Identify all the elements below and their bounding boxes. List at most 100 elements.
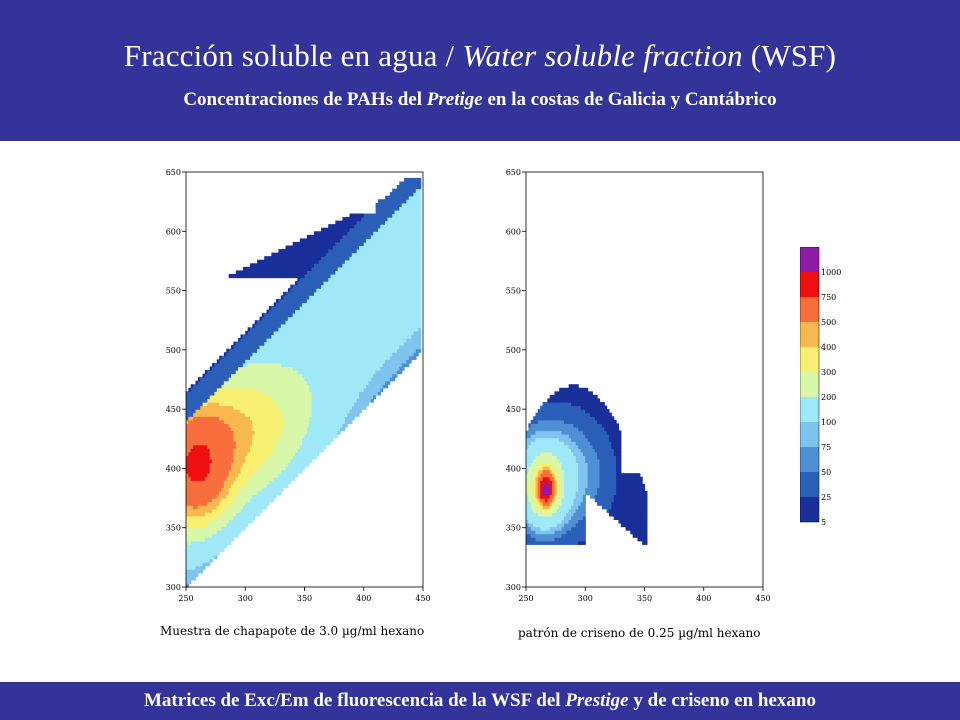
heatmap-cell (202, 473, 206, 478)
heatmap-cell (356, 348, 360, 353)
heatmap-cell (193, 384, 197, 389)
heatmap-cell (280, 466, 284, 471)
heatmap-cell (238, 466, 242, 471)
heatmap-cell (235, 273, 239, 279)
heatmap-cell (380, 298, 384, 304)
heatmap-cell (377, 227, 381, 232)
heatmap-cell (276, 451, 280, 456)
heatmap-cell (292, 416, 296, 421)
heatmap-cell (235, 423, 239, 428)
heatmap-cell (261, 345, 265, 350)
heatmap-cell (283, 380, 287, 385)
heatmap-cell (266, 391, 270, 396)
heatmap-cell (332, 273, 336, 279)
heatmap-cell (304, 327, 308, 332)
heatmap-cell (186, 419, 189, 424)
heatmap-cell (321, 366, 325, 371)
heatmap-cell (335, 384, 339, 389)
heatmap-cell (204, 377, 208, 382)
heatmap-cell (268, 426, 272, 432)
heatmap-cell (318, 288, 322, 293)
heatmap-cell (321, 241, 325, 247)
heatmap-cell (349, 412, 353, 417)
heatmap-cell (332, 423, 336, 428)
heatmap-cell (385, 355, 389, 360)
heatmap-cell (278, 366, 282, 371)
heatmap-cell (245, 473, 249, 478)
heatmap-cell (202, 565, 206, 570)
heatmap-cell (278, 387, 282, 392)
heatmap-cell (370, 391, 374, 396)
heatmap-cell (266, 451, 270, 456)
heatmap-cell (228, 515, 232, 521)
heatmap-cell (377, 288, 381, 293)
heatmap-cell (188, 530, 192, 535)
heatmap-cell (299, 355, 303, 360)
heatmap-cell (302, 377, 306, 382)
heatmap-cell (209, 494, 213, 499)
heatmap-cell (375, 323, 379, 328)
heatmap-cell (292, 423, 296, 428)
heatmap-cell (209, 473, 213, 478)
heatmap-cell (313, 281, 317, 286)
heatmap-cell (207, 501, 211, 506)
heatmap-cell (342, 338, 346, 343)
heatmap-cell (337, 238, 341, 243)
heatmap-cell (302, 241, 306, 247)
heatmap-cell (304, 270, 308, 275)
heatmap-cell (190, 508, 194, 513)
heatmap-cell (276, 444, 280, 449)
heatmap-cell (228, 366, 232, 371)
heatmap-cell (299, 316, 303, 321)
heatmap-cell (299, 245, 303, 250)
heatmap-cell (361, 231, 365, 236)
heatmap-cell (366, 316, 370, 321)
heatmap-cell (195, 455, 199, 460)
heatmap-cell (321, 259, 325, 264)
heatmap-cell (238, 515, 242, 521)
heatmap-cell (228, 498, 232, 503)
heatmap-cell (247, 437, 251, 442)
heatmap-cell (216, 405, 220, 410)
heatmap-cell (325, 252, 329, 257)
heatmap-cell (359, 213, 362, 218)
heatmap-cell (356, 231, 360, 236)
heatmap-cell (245, 505, 249, 510)
heatmap-cell (363, 334, 367, 339)
heatmap-cell (330, 259, 334, 264)
heatmap-cell (382, 295, 386, 300)
heatmap-cell (259, 434, 263, 439)
heatmap-cell (276, 348, 280, 353)
heatmap-cell (290, 398, 294, 403)
heatmap-cell (259, 387, 263, 392)
heatmap-cell (316, 402, 320, 407)
heatmap-cell (287, 263, 291, 268)
heatmap-cell (261, 501, 265, 506)
heatmap-cell (302, 437, 306, 442)
heatmap-cell (311, 430, 315, 435)
heatmap-cell (342, 377, 346, 382)
heatmap-cell (299, 284, 303, 289)
heatmap-cell (254, 320, 258, 325)
heatmap-cell (344, 266, 348, 272)
heatmap-cell (219, 444, 223, 449)
heatmap-cell (195, 391, 199, 396)
heatmap-cell (188, 405, 192, 410)
heatmap-cell (359, 352, 362, 357)
heatmap-cell (306, 238, 310, 243)
heatmap-cell (354, 309, 358, 314)
heatmap-cell (216, 434, 220, 439)
heatmap-cell (361, 224, 365, 229)
heatmap-cell (228, 444, 232, 449)
heatmap-cell (337, 391, 341, 396)
heatmap-cell (186, 423, 189, 428)
heatmap-cell (249, 370, 253, 375)
heatmap-cell (370, 359, 374, 364)
heatmap-cell (363, 291, 367, 296)
heatmap-cell (214, 515, 218, 521)
heatmap-cell (200, 569, 204, 574)
heatmap-cell (356, 384, 360, 389)
heatmap-cell (212, 526, 216, 531)
heatmap-cell (370, 220, 374, 225)
heatmap-cell (271, 323, 275, 328)
